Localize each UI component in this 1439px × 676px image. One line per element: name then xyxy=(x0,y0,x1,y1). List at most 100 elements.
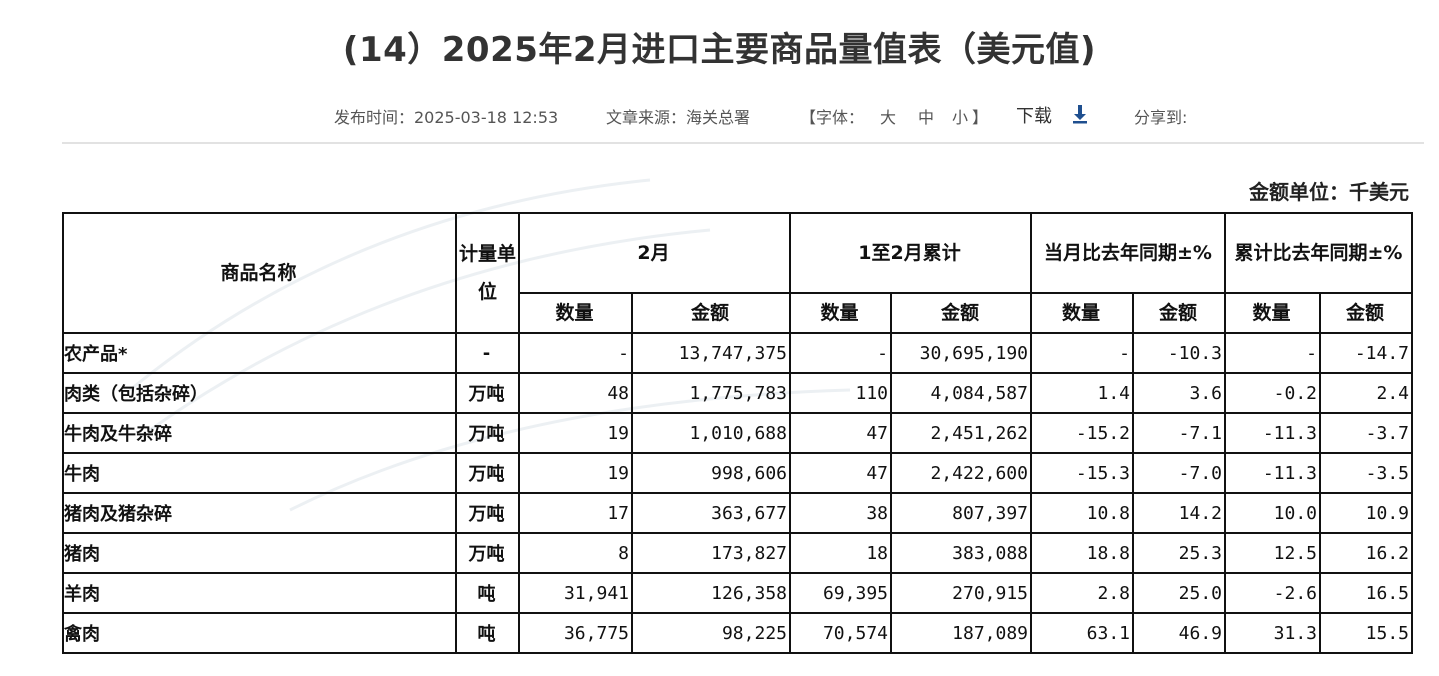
commodity-unit: 万吨 xyxy=(455,372,520,414)
cell-yoy-month-qty: - xyxy=(1030,332,1134,374)
header-feb-qty: 数量 xyxy=(518,292,633,334)
download-icon[interactable] xyxy=(1070,103,1090,125)
cell-ytd-amount: 30,695,190 xyxy=(890,332,1032,374)
table-subheader-row: 数量 金额 数量 金额 数量 金额 数量 金额 xyxy=(63,292,1413,334)
header-commodity-name: 商品名称 xyxy=(62,212,457,334)
cell-yoy-month-amount: -7.1 xyxy=(1132,412,1226,454)
amount-unit-label: 金额单位：千美元 xyxy=(1249,180,1409,204)
font-large-link[interactable]: 大 xyxy=(880,108,897,127)
header-unit: 计量单位 xyxy=(455,212,520,334)
header-yoy-ytd-amount: 金额 xyxy=(1319,292,1413,334)
header-feb-amount: 金额 xyxy=(631,292,791,334)
header-yoy-month-qty: 数量 xyxy=(1030,292,1134,334)
cell-feb-qty: 31,941 xyxy=(518,572,633,614)
table-row: 禽肉吨 36,775 98,225 70,574 187,089 63.1 46.9 31.3… xyxy=(62,612,1413,654)
cell-ytd-amount: 383,088 xyxy=(890,532,1032,574)
header-yoy-ytd-qty: 数量 xyxy=(1224,292,1321,334)
cell-yoy-ytd-amount: 2.4 xyxy=(1319,372,1413,414)
cell-yoy-month-qty: -15.3 xyxy=(1030,452,1134,494)
cell-feb-amount: 998,606 xyxy=(631,452,791,494)
commodity-name: 猪肉 xyxy=(62,532,457,574)
cell-yoy-ytd-qty: -11.3 xyxy=(1224,412,1321,454)
cell-feb-amount: 363,677 xyxy=(631,492,791,534)
commodity-name: 猪肉及猪杂碎 xyxy=(62,492,457,534)
table-row: 猪肉 万吨 8 173,827 18 383,088 18.8 25.3 12.5 16.2 xyxy=(62,532,1413,574)
cell-ytd-qty: 70,574 xyxy=(789,612,892,654)
cell-feb-amount: 1,775,783 xyxy=(631,372,791,414)
cell-yoy-month-amount: -7.0 xyxy=(1132,452,1226,494)
commodity-name: 牛肉及牛杂碎 xyxy=(62,412,457,454)
cell-feb-qty: 8 xyxy=(518,532,633,574)
cell-ytd-amount: 270,915 xyxy=(890,572,1032,614)
cell-feb-amount: 126,358 xyxy=(631,572,791,614)
font-size-bracket: 】 xyxy=(972,108,989,127)
commodity-unit: 万吨 xyxy=(455,412,520,454)
cell-yoy-month-amount: 14.2 xyxy=(1132,492,1226,534)
cell-yoy-month-amount: 25.3 xyxy=(1132,532,1226,574)
table-row: 猪肉及猪杂碎 万吨 17 363,677 38 807,397 10.8 14.2 10.0 10… xyxy=(62,492,1413,534)
cell-yoy-ytd-amount: -3.5 xyxy=(1319,452,1413,494)
cell-yoy-ytd-amount: 16.5 xyxy=(1319,572,1413,614)
commodity-unit: 吨 xyxy=(455,572,520,614)
cell-ytd-amount: 2,422,600 xyxy=(890,452,1032,494)
header-yoy-month: 当月比去年同期±% xyxy=(1030,212,1226,294)
font-small-link[interactable]: 小 xyxy=(952,108,969,127)
commodity-name: 羊肉 xyxy=(62,572,457,614)
cell-yoy-ytd-qty: 10.0 xyxy=(1224,492,1321,534)
cell-feb-amount: 1,010,688 xyxy=(631,412,791,454)
cell-ytd-amount: 4,084,587 xyxy=(890,372,1032,414)
cell-feb-amount: 173,827 xyxy=(631,532,791,574)
commodity-unit: 吨 xyxy=(455,612,520,654)
cell-yoy-month-qty: 10.8 xyxy=(1030,492,1134,534)
cell-yoy-month-amount: 46.9 xyxy=(1132,612,1226,654)
table-row: 农产品* - -13,747,375-30,695,190- -10.3- -14.7 xyxy=(62,332,1413,374)
cell-yoy-ytd-qty: -2.6 xyxy=(1224,572,1321,614)
cell-ytd-qty: 69,395 xyxy=(789,572,892,614)
cell-ytd-qty: 38 xyxy=(789,492,892,534)
cell-yoy-month-qty: 2.8 xyxy=(1030,572,1134,614)
cell-yoy-ytd-qty: -0.2 xyxy=(1224,372,1321,414)
header-ytd-amount: 金额 xyxy=(890,292,1032,334)
commodity-unit: - xyxy=(455,332,520,374)
cell-feb-qty: 17 xyxy=(518,492,633,534)
header-yoy-ytd: 累计比去年同期±% xyxy=(1224,212,1413,294)
cell-ytd-qty: 110 xyxy=(789,372,892,414)
download-link[interactable]: 下载 xyxy=(1016,106,1052,127)
cell-ytd-amount: 187,089 xyxy=(890,612,1032,654)
cell-yoy-ytd-qty: -11.3 xyxy=(1224,452,1321,494)
cell-feb-qty: 19 xyxy=(518,412,633,454)
table-header-row: 商品名称 计量单位 2月 1至2月累计 当月比去年同期±% 累计比去年同期±% xyxy=(62,212,1413,334)
cell-ytd-amount: 807,397 xyxy=(890,492,1032,534)
header-feb: 2月 xyxy=(518,212,791,294)
cell-ytd-qty: 47 xyxy=(789,452,892,494)
cell-yoy-month-amount: 25.0 xyxy=(1132,572,1226,614)
share-label: 分享到: xyxy=(1134,108,1188,127)
cell-yoy-month-amount: -10.3 xyxy=(1132,332,1226,374)
table-body: 农产品* - -13,747,375-30,695,190- -10.3- -14.7 肉… xyxy=(62,332,1413,654)
cell-feb-qty: 19 xyxy=(518,452,633,494)
page-title: (14）2025年2月进口主要商品量值表（美元值) xyxy=(342,30,1097,70)
header-yoy-month-amount: 金额 xyxy=(1132,292,1226,334)
commodity-unit: 万吨 xyxy=(455,452,520,494)
cell-ytd-qty: - xyxy=(789,332,892,374)
table-row: 牛肉及牛杂碎 万吨 19 1,010,688 47 2,451,262 -15.2 -7.1-… xyxy=(62,412,1413,454)
font-size-label: 【字体： xyxy=(800,108,865,127)
font-medium-link[interactable]: 中 xyxy=(918,108,935,127)
cell-feb-qty: 36,775 xyxy=(518,612,633,654)
cell-yoy-month-qty: -15.2 xyxy=(1030,412,1134,454)
commodity-name: 禽肉 xyxy=(62,612,457,654)
cell-yoy-month-qty: 1.4 xyxy=(1030,372,1134,414)
cell-feb-amount: 13,747,375 xyxy=(631,332,791,374)
header-divider xyxy=(62,142,1424,144)
header-ytd: 1至2月累计 xyxy=(789,212,1032,294)
table-row: 羊肉吨 31,941 126,358 69,395 270,915 2.8 25.0 -2.6… xyxy=(62,572,1413,614)
cell-yoy-ytd-amount: -3.7 xyxy=(1319,412,1413,454)
cell-feb-amount: 98,225 xyxy=(631,612,791,654)
cell-yoy-ytd-amount: 10.9 xyxy=(1319,492,1413,534)
cell-ytd-qty: 18 xyxy=(789,532,892,574)
publish-time: 发布时间：2025-03-18 12:53 xyxy=(334,108,559,127)
cell-ytd-amount: 2,451,262 xyxy=(890,412,1032,454)
cell-yoy-month-amount: 3.6 xyxy=(1132,372,1226,414)
cell-yoy-ytd-qty: - xyxy=(1224,332,1321,374)
cell-feb-qty: - xyxy=(518,332,633,374)
